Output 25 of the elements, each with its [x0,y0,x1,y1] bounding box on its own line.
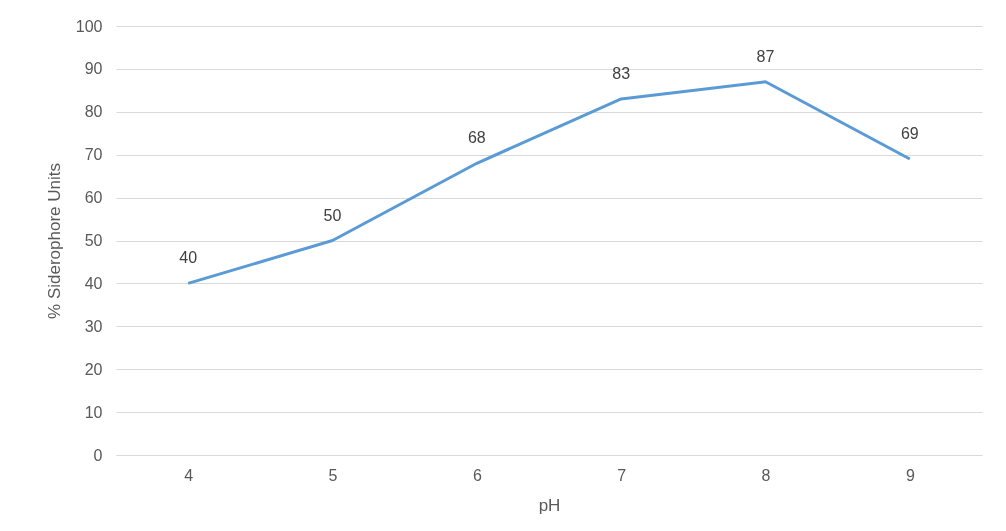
y-tick-label: 50 [84,232,103,249]
x-axis-title: pH [538,495,561,515]
y-tick-label: 30 [84,317,103,335]
y-tick-label: 100 [75,17,103,35]
x-tick-label: 8 [761,466,771,484]
x-tick-label: 9 [905,466,915,484]
data-label: 40 [179,249,198,267]
x-tick-label: 7 [617,466,627,484]
y-tick-label: 10 [84,403,103,421]
data-label: 50 [323,206,342,224]
y-tick-label: 0 [93,446,103,464]
data-label: 87 [756,47,775,65]
y-tick-label: 80 [84,103,103,121]
y-tick-label: 60 [84,189,103,207]
data-label: 83 [612,64,631,82]
x-tick-label: 4 [184,466,194,484]
y-axis-title: % Siderophore Units [44,163,64,319]
y-tick-label: 40 [84,274,103,292]
y-tick-label: 90 [84,60,103,78]
data-label: 69 [900,124,919,142]
x-tick-label: 6 [472,466,482,484]
y-tick-label: 70 [84,146,103,164]
x-tick-label: 5 [328,466,338,484]
data-label: 68 [467,129,486,147]
y-tick-label: 20 [84,360,103,378]
